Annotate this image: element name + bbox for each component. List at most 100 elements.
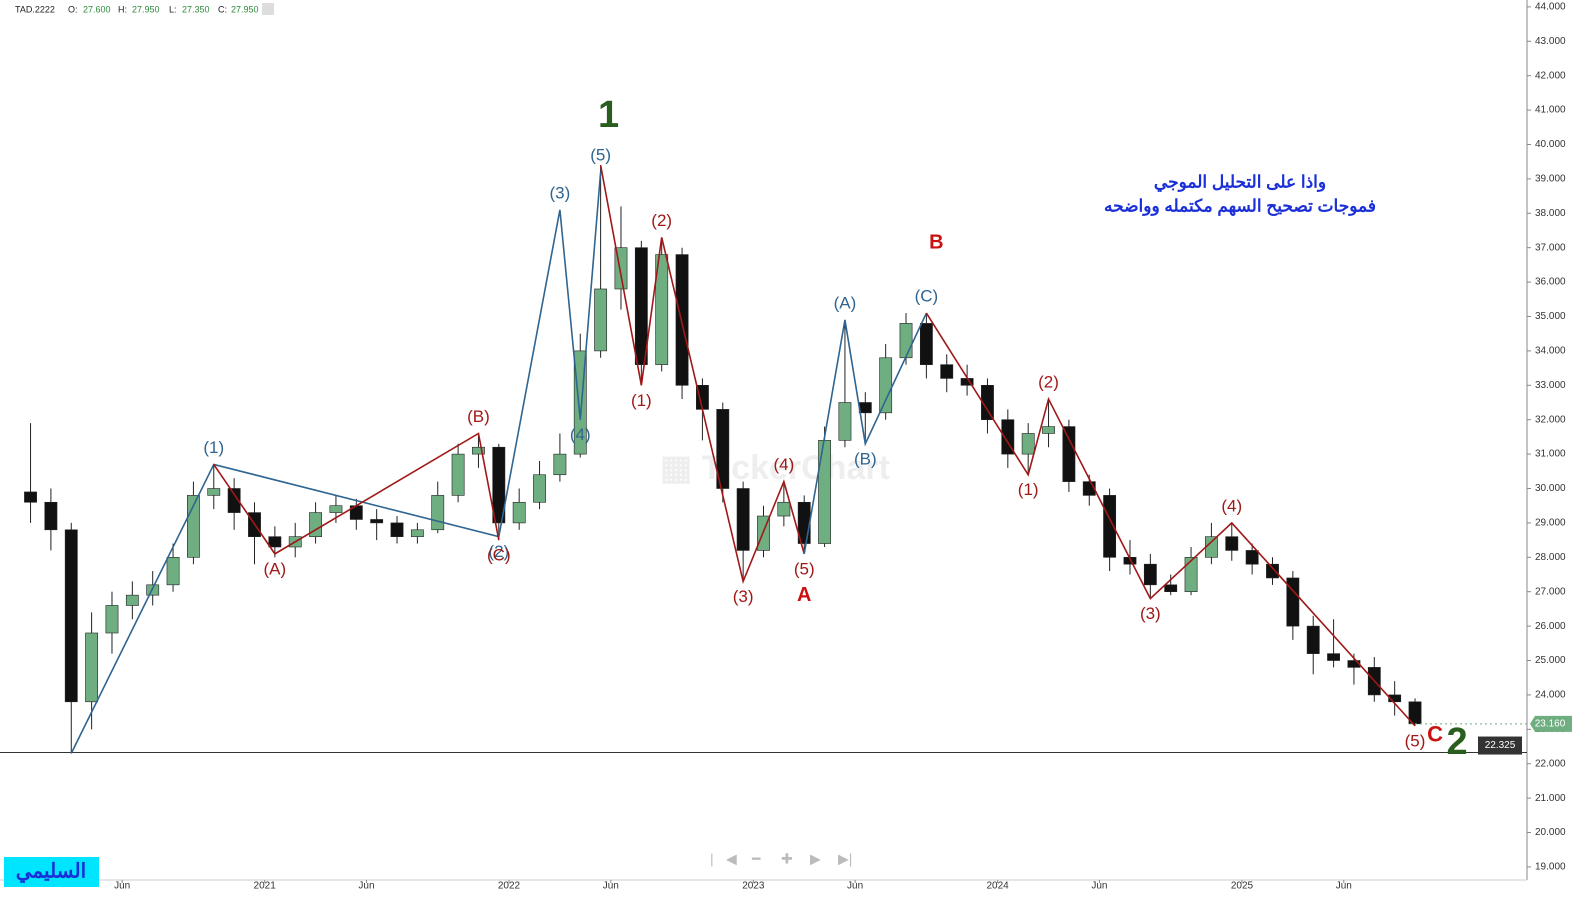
wave-label: (3) xyxy=(550,183,571,202)
y-tick-label: 32.000 xyxy=(1535,414,1566,425)
candle-body xyxy=(818,440,831,544)
candle-body xyxy=(858,402,872,414)
y-tick-label: 31.000 xyxy=(1535,449,1566,460)
degree-label: C xyxy=(1427,722,1443,747)
wave-label: (5) xyxy=(1405,731,1426,750)
candle-body xyxy=(777,501,791,517)
high-label: H: xyxy=(118,4,127,14)
candle-body xyxy=(716,409,730,489)
candle-body xyxy=(1327,653,1340,661)
candle-body xyxy=(431,495,445,531)
candle-body xyxy=(1164,584,1178,593)
x-tick-label: Jun xyxy=(1091,881,1107,892)
wave-label: (C) xyxy=(915,287,939,306)
last-price-box xyxy=(1530,715,1572,732)
nav-right[interactable]: ▶ xyxy=(810,851,821,867)
more-button[interactable] xyxy=(262,3,274,15)
candle-body xyxy=(410,529,424,537)
y-tick-label: 29.000 xyxy=(1535,518,1566,529)
candle-body xyxy=(1143,563,1157,586)
degree-label: B xyxy=(929,231,943,253)
y-tick-label: 37.000 xyxy=(1535,242,1566,253)
author-badge xyxy=(4,857,99,887)
open-label: O: xyxy=(68,4,78,14)
candle-body xyxy=(1266,563,1279,579)
wave-line xyxy=(803,312,928,555)
wave-label: (3) xyxy=(1140,604,1161,623)
x-tick-label: 2023 xyxy=(742,881,765,892)
y-tick-label: 34.000 xyxy=(1535,346,1566,357)
candle-body xyxy=(1245,550,1259,565)
wave-label: (B) xyxy=(467,407,490,426)
x-tick-label: 2025 xyxy=(1231,881,1254,892)
last-price-label: 23.160 xyxy=(1535,718,1566,729)
candle-body xyxy=(1103,495,1117,558)
x-tick-label: 2021 xyxy=(254,881,277,892)
degree-label: 1 xyxy=(598,94,619,136)
y-tick-label: 43.000 xyxy=(1535,36,1566,47)
candle-body xyxy=(227,488,241,513)
y-tick-label: 20.000 xyxy=(1535,827,1566,838)
candle-body xyxy=(553,453,567,476)
candle-body xyxy=(1184,557,1198,593)
nav-end[interactable]: ▶| xyxy=(838,851,852,867)
y-tick-label: 19.000 xyxy=(1535,862,1566,873)
candle-body xyxy=(533,474,546,503)
close-value: 27.950 xyxy=(231,4,259,14)
wave-label: (4) xyxy=(773,455,794,474)
wave-line xyxy=(925,312,1416,727)
candle-body xyxy=(105,605,119,634)
nav-left[interactable]: ◀ xyxy=(726,851,737,867)
candle-body xyxy=(940,364,954,379)
y-tick-label: 41.000 xyxy=(1535,105,1566,116)
y-tick-label: 24.000 xyxy=(1535,690,1566,701)
nav-zoom-in[interactable]: ✚ xyxy=(781,851,793,867)
y-tick-label: 42.000 xyxy=(1535,70,1566,81)
wave-label: (2) xyxy=(1038,373,1059,392)
candle-body xyxy=(329,505,343,513)
candle-body xyxy=(390,522,404,537)
y-tick-label: 40.000 xyxy=(1535,139,1566,150)
y-tick-label: 36.000 xyxy=(1535,277,1566,288)
x-tick-label: Jun xyxy=(358,881,374,892)
x-tick-label: 2024 xyxy=(987,881,1010,892)
candle-body xyxy=(736,488,750,551)
nav-zoom-out[interactable]: ━ xyxy=(751,851,761,867)
watermark: ▦ TickerChart xyxy=(660,449,890,487)
candle-body xyxy=(879,357,893,414)
wave-label: (1) xyxy=(1018,480,1039,499)
candle-body xyxy=(472,446,485,455)
candle-body xyxy=(1225,536,1239,551)
candle-body xyxy=(594,288,608,352)
note-line: فموجات تصحيح السهم مكتمله وواضحه xyxy=(1104,196,1376,216)
x-tick-label: Jun xyxy=(1336,881,1352,892)
wave-label: (C) xyxy=(487,546,511,565)
candle-body xyxy=(492,446,506,524)
candle-body xyxy=(207,488,221,496)
candle-body xyxy=(309,512,322,537)
wave-line xyxy=(70,171,602,754)
nav-controls: | ◀ ━ ✚ ▶ ▶| xyxy=(710,851,852,867)
candle-body xyxy=(838,402,852,441)
y-tick-label: 28.000 xyxy=(1535,552,1566,563)
y-tick-label: 25.000 xyxy=(1535,655,1566,666)
y-tick-label: 39.000 xyxy=(1535,174,1566,185)
candle-body xyxy=(1306,625,1320,654)
wave-line xyxy=(213,432,500,555)
candle-body xyxy=(1062,426,1076,482)
low-label: L: xyxy=(169,4,177,14)
low-value: 27.350 xyxy=(182,4,210,14)
symbol: TAD.2222 xyxy=(15,4,55,14)
y-tick-label: 22.000 xyxy=(1535,758,1566,769)
wave-label: (4) xyxy=(1221,496,1242,515)
support-label-box xyxy=(1478,736,1522,755)
high-value: 27.950 xyxy=(132,4,160,14)
wave-label: (A) xyxy=(834,293,857,312)
close-label: C: xyxy=(218,4,227,14)
candle-body xyxy=(1286,577,1300,627)
wave-label: (2) xyxy=(488,542,509,561)
y-tick-label: 44.000 xyxy=(1535,2,1566,13)
candle-body xyxy=(44,501,58,531)
wave-label: (A) xyxy=(264,559,287,578)
candle-body xyxy=(981,385,994,421)
